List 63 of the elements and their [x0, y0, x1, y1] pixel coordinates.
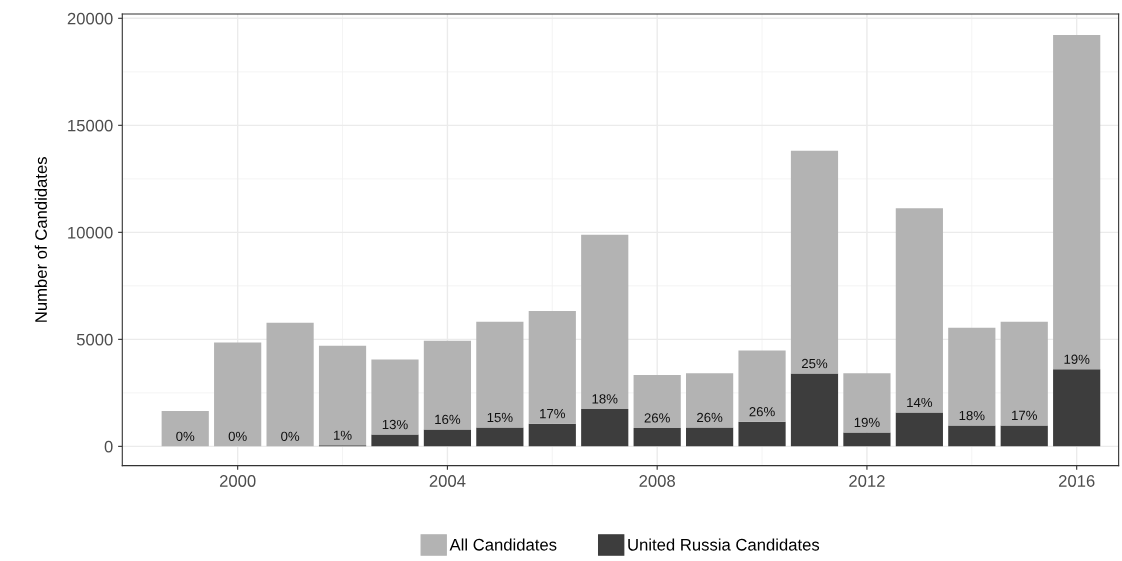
- bar: [1000, 425, 1048, 447]
- bar: [1053, 369, 1101, 447]
- bar: [738, 421, 786, 447]
- annotation: 17%: [1012, 410, 1037, 420]
- bar: [686, 373, 734, 428]
- y-tick-label: 10000: [68, 226, 113, 239]
- bar: [423, 429, 472, 447]
- x-tick-label: 2016: [1058, 475, 1095, 487]
- annotation: 19%: [854, 417, 880, 428]
- annotation: 18%: [959, 410, 985, 421]
- bar: [790, 373, 839, 447]
- bar: [161, 411, 209, 447]
- annotation: 0%: [228, 431, 247, 441]
- annotation: 17%: [540, 409, 566, 419]
- bar: [476, 321, 524, 428]
- bar: [266, 322, 314, 447]
- annotation: 14%: [907, 397, 933, 408]
- bar: [423, 340, 472, 430]
- bar: [843, 432, 891, 447]
- y-tick-label: 5000: [76, 333, 113, 346]
- bar: [528, 423, 576, 447]
- bar: [581, 408, 629, 447]
- y-tick-label: 15000: [68, 119, 113, 132]
- y-tick-label: 0: [104, 440, 113, 453]
- annotation: 16%: [435, 414, 461, 425]
- bar: [738, 350, 786, 422]
- y-axis-title: Number of Candidates: [34, 157, 47, 322]
- bar: [843, 373, 891, 433]
- annotation: 26%: [749, 407, 775, 417]
- bar: [948, 425, 996, 447]
- annotation: 15%: [487, 412, 513, 423]
- bar: [686, 427, 734, 447]
- annotation: 1%: [334, 430, 352, 440]
- bar: [1053, 35, 1101, 370]
- legend-label: All Candidates: [449, 538, 557, 551]
- bar: [633, 375, 681, 428]
- annotation: 25%: [801, 358, 828, 369]
- annotation: 26%: [644, 413, 670, 423]
- legend-label: United Russia Candidates: [628, 538, 820, 551]
- bar: [895, 208, 943, 413]
- bar: [790, 150, 839, 374]
- annotation: 18%: [592, 394, 618, 404]
- bar: [371, 359, 419, 435]
- bar: [948, 327, 996, 426]
- bar: [371, 434, 419, 447]
- bar: [476, 427, 524, 447]
- bar: [1000, 321, 1048, 426]
- y-tick-label: 20000: [67, 12, 113, 25]
- annotation: 0%: [281, 431, 300, 441]
- x-tick-label: 2000: [219, 475, 256, 487]
- bar: [318, 345, 367, 446]
- bar: [214, 342, 262, 447]
- bar: [895, 412, 943, 447]
- x-tick-label: 2004: [429, 475, 466, 487]
- annotation: 0%: [176, 431, 195, 441]
- bar: [581, 234, 629, 409]
- annotation: 19%: [1064, 354, 1090, 364]
- bar: [528, 310, 576, 424]
- annotation: 26%: [697, 412, 723, 423]
- bar: [633, 427, 681, 447]
- annotation: 13%: [382, 419, 408, 430]
- x-tick-label: 2012: [849, 475, 885, 487]
- x-tick-label: 2008: [639, 475, 675, 487]
